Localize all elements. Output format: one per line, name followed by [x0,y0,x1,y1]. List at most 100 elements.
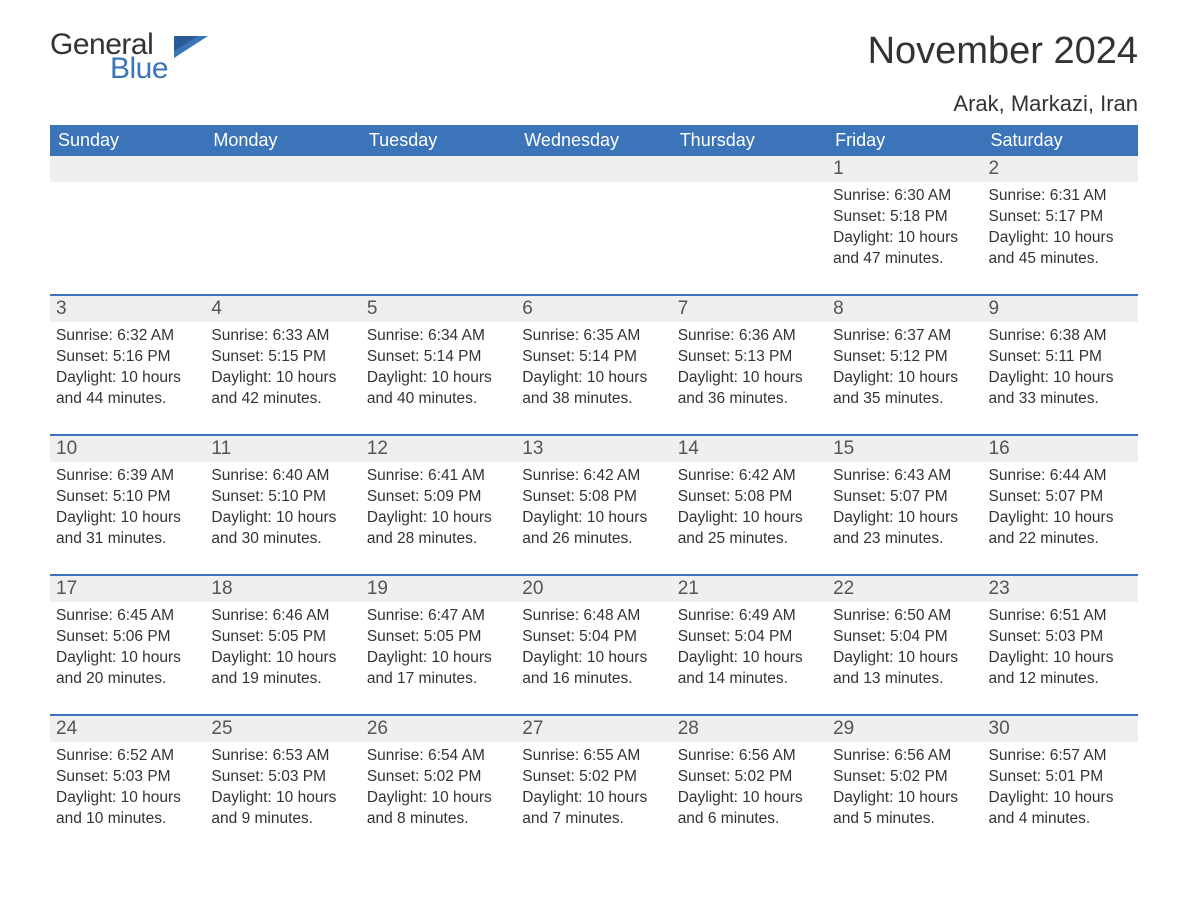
sunrise-text: Sunrise: 6:53 AM [211,746,354,767]
weekday-header: Saturday [983,125,1138,156]
sunset-text: Sunset: 5:02 PM [678,767,821,788]
day-cell: 26Sunrise: 6:54 AMSunset: 5:02 PMDayligh… [361,716,516,836]
sunset-text: Sunset: 5:04 PM [522,627,665,648]
day-cell: 6Sunrise: 6:35 AMSunset: 5:14 PMDaylight… [516,296,671,416]
sunset-text: Sunset: 5:14 PM [522,347,665,368]
sunrise-text: Sunrise: 6:48 AM [522,606,665,627]
weekday-header: Monday [205,125,360,156]
day-body: Sunrise: 6:36 AMSunset: 5:13 PMDaylight:… [672,322,827,412]
day-cell: 15Sunrise: 6:43 AMSunset: 5:07 PMDayligh… [827,436,982,556]
daylight-text: Daylight: 10 hours and 5 minutes. [833,788,976,830]
logo: General Blue [50,30,208,84]
sunset-text: Sunset: 5:10 PM [211,487,354,508]
day-body: Sunrise: 6:35 AMSunset: 5:14 PMDaylight:… [516,322,671,412]
day-body: Sunrise: 6:37 AMSunset: 5:12 PMDaylight:… [827,322,982,412]
daylight-text: Daylight: 10 hours and 45 minutes. [989,228,1132,270]
day-cell [516,156,671,276]
day-number: 18 [205,576,360,602]
day-number: 22 [827,576,982,602]
sunrise-text: Sunrise: 6:51 AM [989,606,1132,627]
day-number: 12 [361,436,516,462]
day-number: 5 [361,296,516,322]
sunset-text: Sunset: 5:03 PM [56,767,199,788]
sunrise-text: Sunrise: 6:37 AM [833,326,976,347]
title-block: November 2024 Arak, Markazi, Iran [868,30,1138,117]
day-body: Sunrise: 6:48 AMSunset: 5:04 PMDaylight:… [516,602,671,692]
day-body: Sunrise: 6:56 AMSunset: 5:02 PMDaylight:… [827,742,982,832]
daylight-text: Daylight: 10 hours and 38 minutes. [522,368,665,410]
sunrise-text: Sunrise: 6:57 AM [989,746,1132,767]
daylight-text: Daylight: 10 hours and 36 minutes. [678,368,821,410]
day-cell [205,156,360,276]
logo-word-blue: Blue [110,54,168,84]
sunrise-text: Sunrise: 6:35 AM [522,326,665,347]
weekday-header-row: SundayMondayTuesdayWednesdayThursdayFrid… [50,125,1138,156]
daylight-text: Daylight: 10 hours and 12 minutes. [989,648,1132,690]
day-number: 23 [983,576,1138,602]
day-cell: 5Sunrise: 6:34 AMSunset: 5:14 PMDaylight… [361,296,516,416]
sunset-text: Sunset: 5:18 PM [833,207,976,228]
daylight-text: Daylight: 10 hours and 23 minutes. [833,508,976,550]
day-cell [672,156,827,276]
daylight-text: Daylight: 10 hours and 28 minutes. [367,508,510,550]
weekday-header: Tuesday [361,125,516,156]
sunrise-text: Sunrise: 6:38 AM [989,326,1132,347]
day-cell [50,156,205,276]
sunrise-text: Sunrise: 6:34 AM [367,326,510,347]
week-row: 1Sunrise: 6:30 AMSunset: 5:18 PMDaylight… [50,156,1138,276]
day-number: 25 [205,716,360,742]
day-number: 24 [50,716,205,742]
day-body: Sunrise: 6:52 AMSunset: 5:03 PMDaylight:… [50,742,205,832]
day-number: 17 [50,576,205,602]
sunrise-text: Sunrise: 6:52 AM [56,746,199,767]
sunrise-text: Sunrise: 6:33 AM [211,326,354,347]
sunset-text: Sunset: 5:17 PM [989,207,1132,228]
daylight-text: Daylight: 10 hours and 17 minutes. [367,648,510,690]
sunrise-text: Sunrise: 6:36 AM [678,326,821,347]
sunrise-text: Sunrise: 6:41 AM [367,466,510,487]
daylight-text: Daylight: 10 hours and 19 minutes. [211,648,354,690]
day-body: Sunrise: 6:45 AMSunset: 5:06 PMDaylight:… [50,602,205,692]
sunset-text: Sunset: 5:10 PM [56,487,199,508]
day-number: 11 [205,436,360,462]
sunset-text: Sunset: 5:07 PM [989,487,1132,508]
day-cell: 21Sunrise: 6:49 AMSunset: 5:04 PMDayligh… [672,576,827,696]
sunrise-text: Sunrise: 6:56 AM [678,746,821,767]
day-body: Sunrise: 6:53 AMSunset: 5:03 PMDaylight:… [205,742,360,832]
day-number [361,156,516,182]
sunrise-text: Sunrise: 6:42 AM [678,466,821,487]
day-cell: 12Sunrise: 6:41 AMSunset: 5:09 PMDayligh… [361,436,516,556]
sunset-text: Sunset: 5:02 PM [522,767,665,788]
day-cell: 13Sunrise: 6:42 AMSunset: 5:08 PMDayligh… [516,436,671,556]
weeks-container: 1Sunrise: 6:30 AMSunset: 5:18 PMDaylight… [50,156,1138,836]
day-cell: 3Sunrise: 6:32 AMSunset: 5:16 PMDaylight… [50,296,205,416]
day-number: 30 [983,716,1138,742]
sunset-text: Sunset: 5:02 PM [367,767,510,788]
day-body: Sunrise: 6:49 AMSunset: 5:04 PMDaylight:… [672,602,827,692]
sunset-text: Sunset: 5:08 PM [522,487,665,508]
day-cell: 7Sunrise: 6:36 AMSunset: 5:13 PMDaylight… [672,296,827,416]
day-body: Sunrise: 6:46 AMSunset: 5:05 PMDaylight:… [205,602,360,692]
day-cell: 18Sunrise: 6:46 AMSunset: 5:05 PMDayligh… [205,576,360,696]
day-body: Sunrise: 6:42 AMSunset: 5:08 PMDaylight:… [516,462,671,552]
daylight-text: Daylight: 10 hours and 8 minutes. [367,788,510,830]
sunset-text: Sunset: 5:08 PM [678,487,821,508]
sunrise-text: Sunrise: 6:39 AM [56,466,199,487]
day-cell: 11Sunrise: 6:40 AMSunset: 5:10 PMDayligh… [205,436,360,556]
daylight-text: Daylight: 10 hours and 26 minutes. [522,508,665,550]
sunset-text: Sunset: 5:05 PM [211,627,354,648]
logo-text: General Blue [50,30,168,84]
daylight-text: Daylight: 10 hours and 35 minutes. [833,368,976,410]
day-number: 19 [361,576,516,602]
page-title: November 2024 [868,30,1138,73]
day-cell: 24Sunrise: 6:52 AMSunset: 5:03 PMDayligh… [50,716,205,836]
sunrise-text: Sunrise: 6:42 AM [522,466,665,487]
day-body: Sunrise: 6:42 AMSunset: 5:08 PMDaylight:… [672,462,827,552]
day-number: 7 [672,296,827,322]
daylight-text: Daylight: 10 hours and 40 minutes. [367,368,510,410]
day-cell [361,156,516,276]
day-cell: 28Sunrise: 6:56 AMSunset: 5:02 PMDayligh… [672,716,827,836]
sunset-text: Sunset: 5:15 PM [211,347,354,368]
sunrise-text: Sunrise: 6:30 AM [833,186,976,207]
sunrise-text: Sunrise: 6:55 AM [522,746,665,767]
